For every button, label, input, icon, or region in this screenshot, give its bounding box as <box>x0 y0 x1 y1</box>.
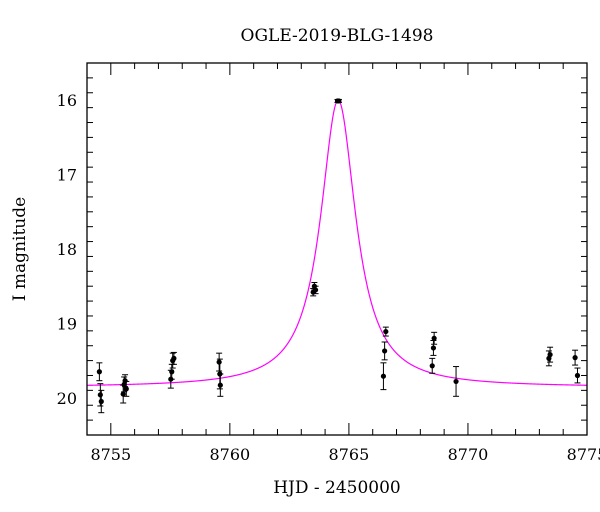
point-marker <box>171 355 177 361</box>
data-point <box>431 331 438 345</box>
x-tick-label: 8775 <box>567 445 600 464</box>
plot-area <box>86 98 588 414</box>
data-point <box>216 352 223 372</box>
data-point <box>312 285 319 295</box>
point-marker <box>312 287 319 293</box>
plot-frame <box>86 62 588 436</box>
axis-ticks: 8755 8760 8765 8770 8775 16 17 18 19 20 <box>57 62 600 464</box>
data-point <box>381 341 388 361</box>
point-marker <box>98 398 104 405</box>
point-marker <box>120 391 126 397</box>
point-marker <box>429 363 435 369</box>
data-point <box>430 340 437 356</box>
point-marker <box>431 335 437 341</box>
data-point <box>335 98 342 104</box>
point-marker <box>216 359 222 365</box>
data-point <box>572 349 579 366</box>
point-marker <box>382 348 388 354</box>
x-tick-label: 8770 <box>448 445 489 464</box>
y-axis-label: I magnitude <box>10 197 30 301</box>
point-marker <box>336 98 342 104</box>
point-marker <box>547 352 553 358</box>
y-tick-label: 19 <box>57 314 77 333</box>
point-marker <box>383 328 389 335</box>
y-tick-label: 20 <box>57 389 77 408</box>
data-point <box>98 389 105 414</box>
data-point <box>380 362 387 391</box>
x-tick-label: 8755 <box>90 445 131 464</box>
point-marker <box>169 369 175 375</box>
data-point <box>96 362 103 382</box>
point-marker <box>380 373 387 379</box>
y-tick-label: 16 <box>57 91 77 110</box>
point-marker <box>574 372 581 379</box>
chart-title: OGLE-2019-BLG-1498 <box>241 26 434 46</box>
point-marker <box>97 392 103 398</box>
data-point <box>574 367 581 384</box>
point-marker <box>122 378 128 384</box>
data-point <box>382 326 389 337</box>
point-marker <box>123 386 129 392</box>
point-marker <box>572 355 578 361</box>
point-marker <box>96 369 102 375</box>
model-curve <box>86 99 588 386</box>
y-tick-label: 17 <box>57 166 77 185</box>
x-tick-label: 8760 <box>209 445 250 464</box>
data-point <box>453 366 460 397</box>
data-point <box>547 346 554 363</box>
x-tick-label: 8765 <box>329 445 370 464</box>
point-marker <box>217 382 223 388</box>
point-marker <box>453 378 459 385</box>
x-axis-label: HJD - 2450000 <box>273 478 401 498</box>
data-point <box>123 380 130 397</box>
data-point <box>429 357 436 374</box>
point-marker <box>430 345 437 351</box>
data-point <box>217 373 224 397</box>
y-tick-label: 18 <box>57 240 77 259</box>
data-point <box>170 351 177 365</box>
